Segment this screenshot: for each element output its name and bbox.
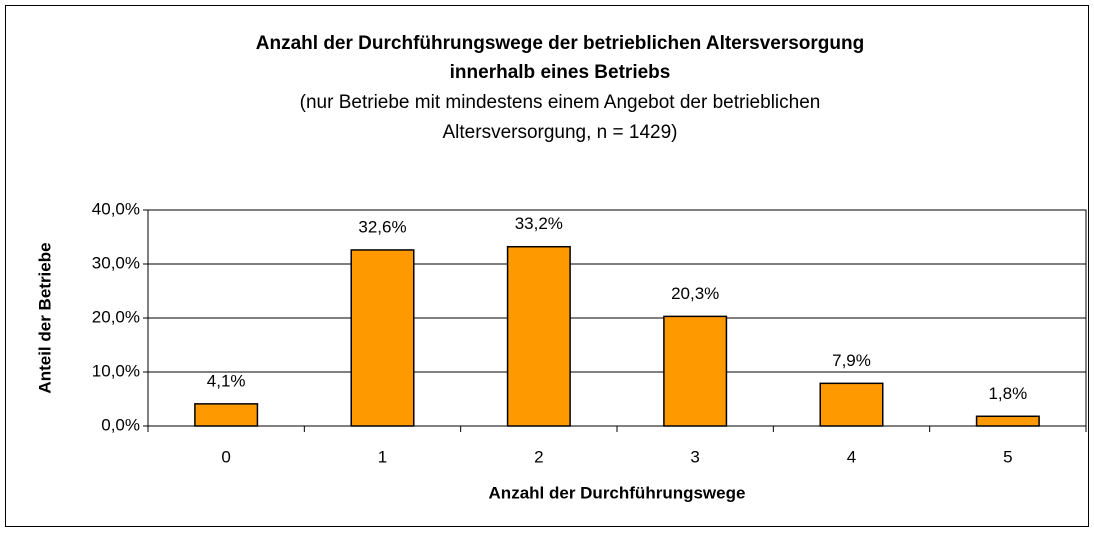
chart-title: innerhalb eines Betriebs: [450, 62, 671, 83]
data-label: 4,1%: [207, 371, 246, 390]
chart-subtitle: Altersversorgung, n = 1429): [443, 122, 678, 143]
chart-subtitle: (nur Betriebe mit mindestens einem Angeb…: [300, 92, 821, 113]
y-tick-label: 20,0%: [92, 307, 140, 326]
bar: [506, 245, 571, 427]
data-label: 32,6%: [358, 217, 406, 236]
x-tick-label: 0: [221, 447, 230, 466]
bar: [819, 382, 884, 427]
bar: [194, 403, 259, 427]
bar: [350, 249, 415, 427]
data-label: 33,2%: [515, 214, 563, 233]
data-label: 20,3%: [671, 284, 719, 303]
y-axis-label: Anteil der Betriebe: [35, 242, 54, 393]
x-tick-label: 1: [378, 447, 387, 466]
x-tick-label: 3: [690, 447, 699, 466]
y-tick-label: 10,0%: [92, 361, 140, 380]
chart-title: Anzahl der Durchführungswege der betrieb…: [256, 33, 864, 54]
x-axis-label: Anzahl der Durchführungswege: [489, 483, 746, 502]
data-label: 1,8%: [988, 384, 1027, 403]
x-tick-label: 2: [534, 447, 543, 466]
bar: [663, 315, 728, 427]
x-tick-label: 4: [847, 447, 856, 466]
bar: [975, 415, 1040, 427]
y-tick-label: 40,0%: [92, 199, 140, 218]
y-tick-label: 30,0%: [92, 253, 140, 272]
data-label: 7,9%: [832, 351, 871, 370]
y-tick-label: 0,0%: [101, 415, 140, 434]
x-tick-label: 5: [1003, 447, 1012, 466]
